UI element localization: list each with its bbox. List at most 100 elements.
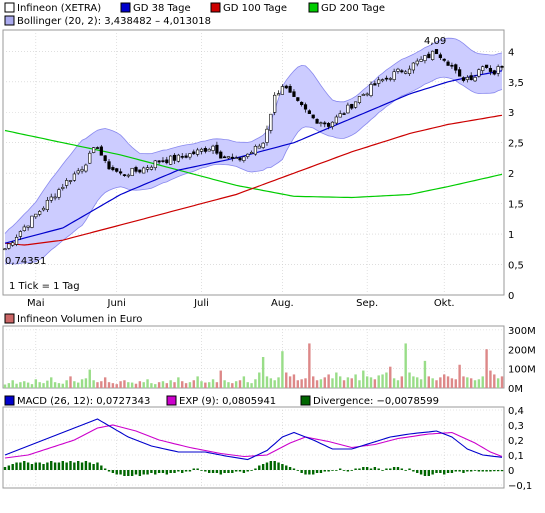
divergence-bar bbox=[416, 470, 419, 473]
divergence-bar bbox=[443, 470, 446, 475]
volume-bar bbox=[107, 382, 111, 388]
volume-bar bbox=[312, 376, 315, 388]
candle-body bbox=[61, 186, 65, 189]
volume-bar bbox=[38, 382, 41, 388]
divergence-bar bbox=[234, 470, 238, 472]
divergence-bar bbox=[458, 470, 461, 472]
divergence-bar bbox=[184, 470, 188, 472]
divergence-bar bbox=[446, 470, 450, 473]
volume-bar bbox=[462, 376, 465, 388]
volume-bar bbox=[435, 380, 438, 388]
divergence-bar bbox=[238, 470, 242, 472]
volume-bar bbox=[373, 379, 377, 388]
candle-body bbox=[461, 77, 466, 81]
volume-bar bbox=[115, 384, 118, 388]
volume-bar bbox=[188, 382, 192, 388]
volume-bar bbox=[454, 379, 457, 388]
volume-bar bbox=[173, 382, 176, 388]
price-x-tick-label: Aug. bbox=[271, 298, 294, 309]
divergence-bar bbox=[169, 470, 172, 473]
candle-body bbox=[450, 64, 454, 67]
candle-body bbox=[269, 113, 273, 131]
candle-body bbox=[353, 101, 358, 108]
divergence-bar bbox=[431, 470, 434, 475]
volume-bar bbox=[335, 372, 338, 388]
candle-body bbox=[207, 148, 211, 152]
exp-line bbox=[4, 424, 503, 459]
price-x-tick-label: Juni bbox=[107, 298, 126, 309]
volume-bar bbox=[281, 351, 284, 388]
divergence-bar bbox=[304, 470, 307, 475]
legend-item-price: Infineon (XETRA) bbox=[4, 2, 101, 14]
candle-body bbox=[334, 116, 338, 124]
candle-body bbox=[84, 164, 88, 172]
divergence-bar bbox=[77, 461, 80, 470]
volume-bar bbox=[196, 376, 199, 388]
candle-body bbox=[53, 196, 57, 199]
volume-bar bbox=[157, 382, 161, 388]
divergence-bar bbox=[119, 470, 122, 475]
volume-bar bbox=[65, 380, 68, 388]
candle-body bbox=[72, 173, 76, 181]
candle-body bbox=[442, 58, 446, 61]
candle-body bbox=[388, 78, 392, 80]
legend-label-gd200: GD 200 Tage bbox=[321, 3, 385, 14]
volume-bar bbox=[3, 384, 7, 388]
volume-bar bbox=[258, 372, 261, 388]
tick-interval-label: 1 Tick = 1 Tag bbox=[9, 281, 80, 292]
volume-bar bbox=[369, 377, 373, 388]
volume-bar bbox=[57, 383, 61, 388]
candle-body bbox=[369, 83, 373, 96]
price-x-tick-label: Juli bbox=[193, 298, 209, 309]
candle-body bbox=[246, 153, 250, 157]
volume-bar bbox=[354, 374, 357, 388]
candle-body bbox=[223, 156, 227, 159]
volume-bar bbox=[146, 379, 149, 388]
candle-body bbox=[292, 91, 296, 97]
divergence-bar bbox=[88, 462, 91, 470]
volume-bar bbox=[408, 372, 411, 388]
volume-bar bbox=[7, 383, 11, 388]
candle-body bbox=[261, 142, 265, 148]
candle-body bbox=[253, 146, 258, 155]
candle-body bbox=[384, 77, 389, 80]
price-y-tick-label: 4 bbox=[508, 47, 514, 58]
volume-bar bbox=[42, 383, 45, 388]
divergence-bar bbox=[385, 468, 388, 470]
price-y-axis: 0 0,5 1 1,5 2 2,5 3 3,5 4 bbox=[508, 47, 524, 302]
volume-bar bbox=[423, 360, 427, 388]
divergence-bar bbox=[315, 470, 319, 473]
price-y-tick-label: 3,5 bbox=[508, 78, 524, 89]
divergence-bar bbox=[362, 467, 365, 470]
candle-body bbox=[484, 64, 489, 68]
volume-bar bbox=[315, 380, 319, 388]
divergence-bar bbox=[365, 467, 369, 470]
divergence-bar bbox=[466, 470, 469, 472]
volume-bar bbox=[219, 370, 222, 388]
volume-bar bbox=[234, 381, 238, 388]
volume-bar bbox=[184, 383, 188, 388]
divergence-bar bbox=[100, 465, 103, 470]
volume-bar bbox=[19, 382, 22, 388]
divergence-bar bbox=[231, 470, 234, 473]
candle-body bbox=[488, 67, 493, 72]
divergence-bar bbox=[53, 462, 57, 470]
candle-body bbox=[477, 69, 481, 77]
divergence-bar bbox=[489, 470, 492, 472]
candle-body bbox=[188, 153, 192, 158]
volume-bar bbox=[211, 379, 215, 388]
volume-bar bbox=[265, 376, 269, 388]
candle-body bbox=[361, 94, 365, 96]
volume-bar bbox=[26, 382, 30, 388]
divergence-bar bbox=[419, 470, 423, 475]
volume-bar bbox=[458, 364, 461, 388]
candle-body bbox=[107, 161, 111, 170]
candle-body bbox=[88, 152, 92, 164]
candle-body bbox=[226, 156, 231, 159]
volume-bar bbox=[154, 384, 157, 388]
volume-bar bbox=[161, 381, 165, 388]
bollinger-lower-line bbox=[4, 76, 503, 265]
divergence-bar bbox=[493, 470, 496, 472]
volume-y-tick-label: 300M bbox=[508, 326, 536, 337]
candle-body bbox=[7, 243, 11, 249]
